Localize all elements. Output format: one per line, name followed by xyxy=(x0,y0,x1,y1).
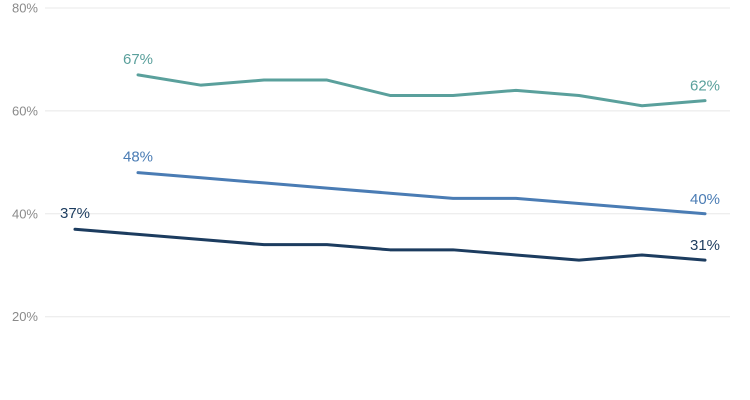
top-teal-line-end-label: 62% xyxy=(690,78,720,95)
y-axis-tick-label: 40% xyxy=(12,206,38,221)
middle-blue-line-end-label: 40% xyxy=(690,191,720,208)
middle-blue-line-start-label: 48% xyxy=(123,149,153,166)
top-teal-line xyxy=(136,73,707,108)
middle-blue-line xyxy=(136,171,707,216)
y-axis-tick-label: 20% xyxy=(12,309,38,324)
bottom-navy-line-end-label: 31% xyxy=(690,237,720,254)
top-teal-line-start-label: 67% xyxy=(123,51,153,68)
y-axis-tick-label: 80% xyxy=(12,1,38,16)
bottom-navy-line xyxy=(73,227,707,262)
y-axis-tick-label: 60% xyxy=(12,103,38,118)
bottom-navy-line-start-label: 37% xyxy=(60,205,90,222)
